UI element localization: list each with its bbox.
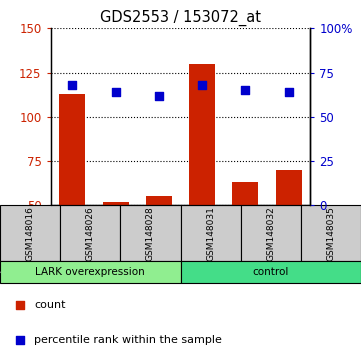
- Text: GSM148028: GSM148028: [146, 206, 155, 261]
- Bar: [103, 202, 129, 205]
- Text: control: control: [253, 267, 289, 277]
- Point: [156, 93, 162, 98]
- Point: [286, 89, 292, 95]
- Text: GSM148026: GSM148026: [86, 206, 95, 261]
- Title: GDS2553 / 153072_at: GDS2553 / 153072_at: [100, 9, 261, 25]
- Text: GSM148032: GSM148032: [266, 206, 275, 261]
- Bar: [0, 205, 60, 261]
- Bar: [180, 205, 241, 261]
- Point: [199, 82, 205, 88]
- Text: GSM148035: GSM148035: [326, 206, 335, 261]
- Bar: [180, 261, 361, 283]
- Point: [17, 302, 23, 307]
- Point: [17, 337, 23, 343]
- Text: GSM148016: GSM148016: [26, 206, 35, 261]
- Text: LARK overexpression: LARK overexpression: [35, 267, 145, 277]
- Bar: [120, 205, 180, 261]
- Bar: [60, 205, 120, 261]
- Bar: [301, 205, 361, 261]
- Bar: [232, 182, 258, 205]
- Bar: [59, 94, 85, 205]
- Text: percentile rank within the sample: percentile rank within the sample: [34, 335, 222, 345]
- Text: count: count: [34, 299, 66, 310]
- Bar: [146, 196, 172, 205]
- Bar: [241, 205, 301, 261]
- Text: GSM148031: GSM148031: [206, 206, 215, 261]
- Bar: [276, 170, 302, 205]
- Point: [113, 89, 118, 95]
- Bar: [0, 261, 180, 283]
- Point: [243, 87, 248, 93]
- Bar: [189, 64, 215, 205]
- Point: [69, 82, 75, 88]
